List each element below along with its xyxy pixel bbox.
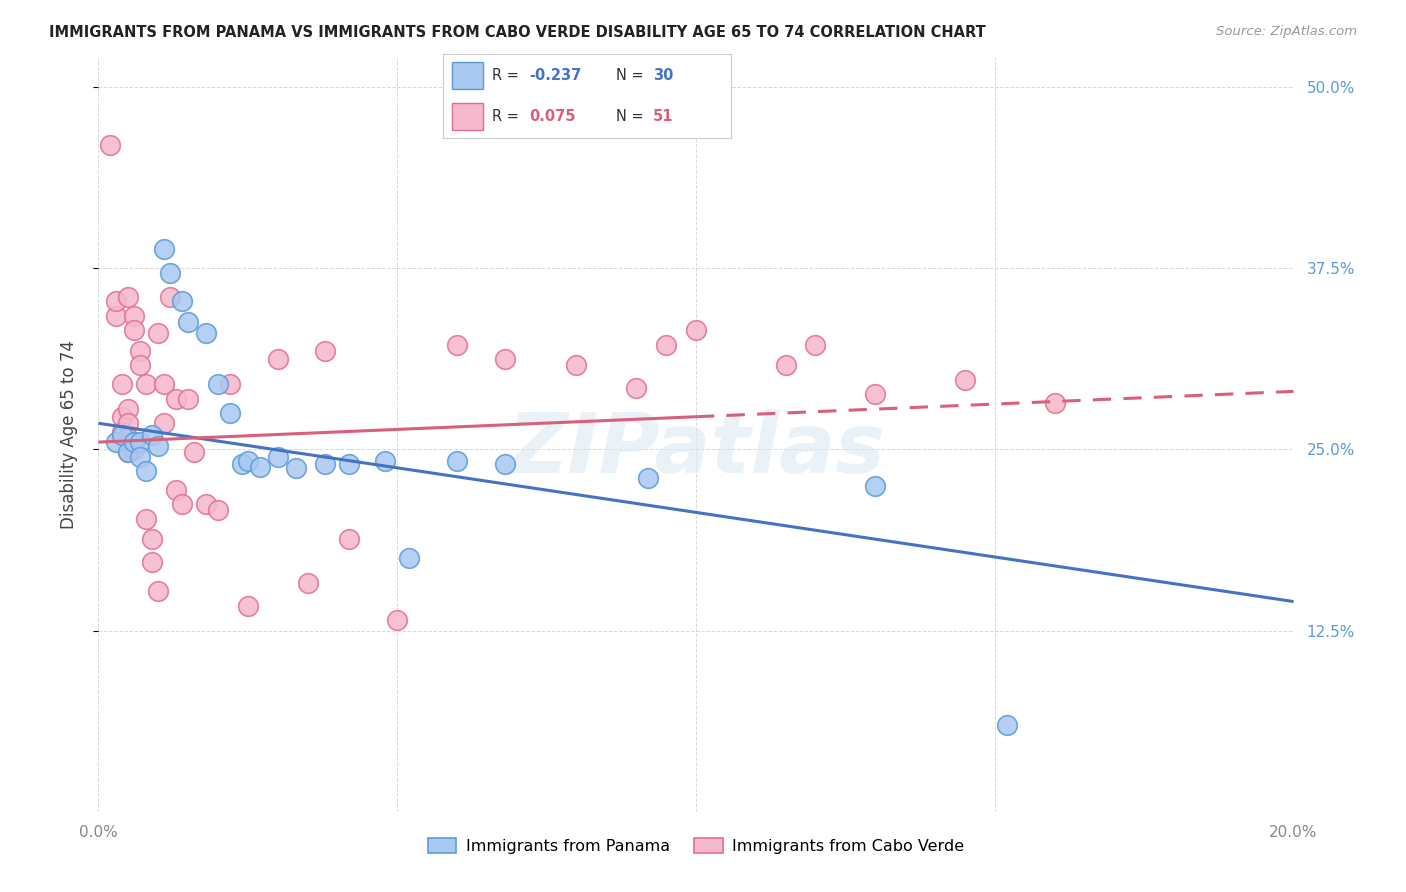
Point: [124, 435, 146, 450]
Point: [446, 454, 468, 468]
Point: [267, 352, 290, 367]
Legend: Immigrants from Panama, Immigrants from Cabo Verde: Immigrants from Panama, Immigrants from …: [422, 831, 970, 860]
Point: [129, 343, 152, 358]
Point: [236, 454, 259, 468]
Point: [153, 416, 176, 431]
Point: [219, 406, 242, 420]
Point: [315, 343, 337, 358]
Point: [207, 503, 229, 517]
Text: IMMIGRANTS FROM PANAMA VS IMMIGRANTS FROM CABO VERDE DISABILITY AGE 65 TO 74 COR: IMMIGRANTS FROM PANAMA VS IMMIGRANTS FRO…: [49, 25, 986, 40]
Point: [141, 428, 163, 442]
Point: [135, 512, 157, 526]
Point: [995, 717, 1018, 731]
Point: [865, 387, 887, 401]
Point: [111, 425, 134, 439]
Y-axis label: Disability Age 65 to 74: Disability Age 65 to 74: [59, 341, 77, 529]
Text: 30: 30: [654, 68, 673, 83]
FancyBboxPatch shape: [451, 103, 484, 130]
Point: [165, 483, 187, 497]
Point: [117, 290, 139, 304]
Point: [124, 324, 146, 338]
Point: [159, 266, 181, 280]
Point: [626, 382, 648, 396]
Point: [655, 338, 678, 352]
Point: [1043, 396, 1066, 410]
Point: [117, 445, 139, 459]
Point: [865, 478, 887, 492]
Point: [117, 416, 139, 431]
Point: [129, 450, 152, 464]
Point: [124, 309, 146, 323]
Point: [124, 442, 146, 457]
Point: [153, 377, 176, 392]
Text: R =: R =: [492, 109, 523, 124]
Point: [494, 457, 516, 471]
Point: [374, 454, 396, 468]
Point: [141, 555, 163, 570]
Point: [207, 377, 229, 392]
Point: [124, 435, 146, 450]
Point: [148, 326, 170, 341]
Point: [339, 532, 361, 546]
Point: [267, 450, 290, 464]
Point: [165, 392, 187, 406]
Point: [105, 435, 128, 450]
Text: N =: N =: [616, 68, 648, 83]
Point: [339, 457, 361, 471]
Point: [117, 445, 139, 459]
Point: [117, 431, 139, 445]
Point: [284, 461, 307, 475]
Point: [172, 498, 194, 512]
Point: [231, 457, 253, 471]
Point: [98, 138, 122, 153]
Point: [153, 242, 176, 257]
Point: [111, 377, 134, 392]
Point: [105, 309, 128, 323]
Point: [117, 401, 139, 416]
Point: [297, 575, 319, 590]
Point: [135, 377, 157, 392]
Point: [148, 584, 170, 599]
Text: R =: R =: [492, 68, 523, 83]
Text: ZIPatlas: ZIPatlas: [508, 409, 884, 491]
Point: [177, 392, 200, 406]
Point: [129, 359, 152, 373]
Point: [637, 471, 659, 485]
Text: Source: ZipAtlas.com: Source: ZipAtlas.com: [1216, 25, 1357, 38]
FancyBboxPatch shape: [451, 62, 484, 89]
Point: [159, 290, 181, 304]
Point: [111, 428, 134, 442]
Point: [236, 599, 259, 613]
Text: 51: 51: [654, 109, 673, 124]
Point: [195, 498, 218, 512]
Point: [135, 464, 157, 478]
Point: [494, 352, 516, 367]
Point: [775, 359, 797, 373]
Point: [385, 614, 409, 628]
Point: [804, 338, 827, 352]
Text: -0.237: -0.237: [530, 68, 582, 83]
Point: [685, 324, 707, 338]
Point: [105, 294, 128, 309]
Text: N =: N =: [616, 109, 648, 124]
Text: 0.075: 0.075: [530, 109, 576, 124]
Point: [129, 435, 152, 450]
Point: [177, 315, 200, 329]
Point: [446, 338, 468, 352]
Point: [195, 326, 218, 341]
Point: [249, 459, 271, 474]
Point: [111, 410, 134, 425]
Point: [141, 532, 163, 546]
Point: [953, 373, 976, 387]
Point: [148, 440, 170, 454]
Point: [183, 445, 205, 459]
Point: [219, 377, 242, 392]
Point: [565, 359, 588, 373]
Point: [398, 551, 420, 566]
Point: [315, 457, 337, 471]
Point: [172, 294, 194, 309]
